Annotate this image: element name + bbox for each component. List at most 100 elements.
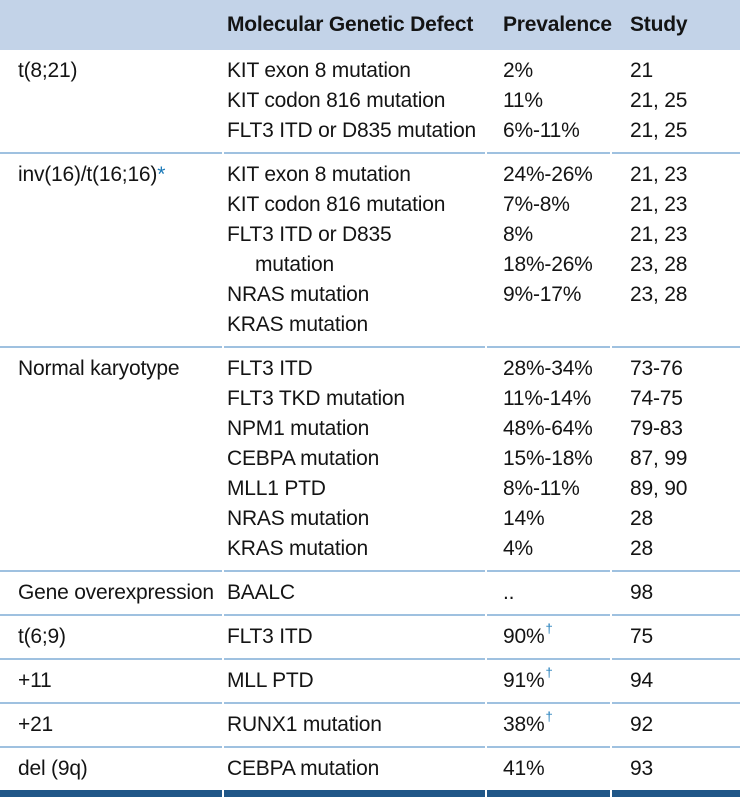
prevalence-line: 11%-14%: [503, 384, 610, 414]
prevalence-text: 41%: [503, 757, 545, 780]
karyotype-text: t(8;21): [18, 59, 78, 82]
prevalence-line: 41%: [503, 754, 610, 784]
table-section: Normal karyotype FLT3 ITD FLT3 TKD mutatio…: [0, 346, 740, 570]
defect-text: MLL1 PTD: [227, 477, 326, 500]
study-text: 28: [630, 537, 653, 560]
prevalence-line: 90%†: [503, 622, 610, 652]
table-section: +11 MLL PTD 91%† 94: [0, 658, 740, 702]
study-text: 98: [630, 581, 653, 604]
study-line: [630, 310, 740, 340]
defect-line: KIT exon 8 mutation: [227, 56, 485, 86]
study-line: 93: [630, 754, 740, 784]
defect-line: NPM1 mutation: [227, 414, 485, 444]
study-text: 21, 23: [630, 163, 688, 186]
study-cell: 92: [612, 702, 740, 746]
prevalence-text: 6%-11%: [503, 119, 580, 142]
prevalence-text: 11%: [503, 89, 543, 112]
prevalence-text: 28%-34%: [503, 357, 593, 380]
table-header-row: Molecular Genetic Defect Prevalence Stud…: [0, 0, 740, 50]
table-bottom-rule: [0, 790, 740, 797]
study-line: 89, 90: [630, 474, 740, 504]
prevalence-cell: ..: [487, 570, 610, 614]
karyotype-label: inv(16)/t(16;16)*: [18, 160, 222, 190]
defect-text: FLT3 ITD: [227, 625, 313, 648]
study-cell: 93: [612, 746, 740, 790]
karyotype-label: del (9q): [18, 754, 222, 784]
prevalence-line: 24%-26%: [503, 160, 610, 190]
bottom-rule-segment: [487, 790, 610, 797]
prevalence-cell: 2% 11% 6%-11%: [487, 50, 610, 152]
defect-text: NRAS mutation: [227, 283, 370, 306]
defect-line: BAALC: [227, 578, 485, 608]
prevalence-cell: 90%†: [487, 614, 610, 658]
karyotype-text: inv(16)/t(16;16): [18, 163, 158, 186]
karyotype-cell: +21: [0, 702, 222, 746]
study-text: 28: [630, 507, 653, 530]
study-line: 94: [630, 666, 740, 696]
defect-line: FLT3 ITD or D835: [227, 220, 485, 250]
footnote-dagger: †: [545, 665, 553, 681]
defect-line: KRAS mutation: [227, 534, 485, 564]
table-section: t(6;9) FLT3 ITD 90%† 75: [0, 614, 740, 658]
karyotype-cell: inv(16)/t(16;16)*: [0, 152, 222, 346]
prevalence-text: 91%: [503, 669, 545, 692]
study-cell: 75: [612, 614, 740, 658]
study-text: 87, 99: [630, 447, 688, 470]
study-text: 21, 25: [630, 119, 688, 142]
defect-line: NRAS mutation: [227, 504, 485, 534]
karyotype-text: t(6;9): [18, 625, 66, 648]
defect-cell: KIT exon 8 mutation KIT codon 816 mutatio…: [224, 152, 485, 346]
study-line: 74-75: [630, 384, 740, 414]
defect-text: KRAS mutation: [227, 313, 368, 336]
prevalence-line: 28%-34%: [503, 354, 610, 384]
bottom-rule-segment: [612, 790, 740, 797]
prevalence-text: 38%: [503, 713, 545, 736]
prevalence-line: 2%: [503, 56, 610, 86]
defect-text: KRAS mutation: [227, 537, 368, 560]
prevalence-text: 48%-64%: [503, 417, 593, 440]
prevalence-cell: 41%: [487, 746, 610, 790]
defect-text: FLT3 ITD: [227, 357, 313, 380]
prevalence-line: 9%-17%: [503, 280, 610, 310]
prevalence-cell: 28%-34% 11%-14% 48%-64% 15%-18% 8%-11% 14% 4%: [487, 346, 610, 570]
defect-text: KIT codon 816 mutation: [227, 193, 446, 216]
header-study: Study: [630, 13, 688, 36]
defect-cell: RUNX1 mutation: [224, 702, 485, 746]
header-molecular-genetic-defect: Molecular Genetic Defect: [227, 13, 474, 36]
defect-line: MLL PTD: [227, 666, 485, 696]
prevalence-cell: 91%†: [487, 658, 610, 702]
defect-text: mutation: [255, 253, 334, 276]
defect-text: FLT3 ITD or D835 mutation: [227, 119, 477, 142]
prevalence-text: [503, 313, 509, 336]
defect-text: RUNX1 mutation: [227, 713, 382, 736]
study-cell: 73-76 74-75 79-83 87, 99 89, 90 28 28: [612, 346, 740, 570]
prevalence-line: [503, 310, 610, 340]
prevalence-line: 8%-11%: [503, 474, 610, 504]
defect-text: BAALC: [227, 581, 295, 604]
study-line: 23, 28: [630, 280, 740, 310]
study-cell: 21, 23 21, 23 21, 23 23, 28 23, 28: [612, 152, 740, 346]
prevalence-text: 15%-18%: [503, 447, 593, 470]
study-line: 98: [630, 578, 740, 608]
prevalence-text: 24%-26%: [503, 163, 593, 186]
prevalence-line: 4%: [503, 534, 610, 564]
prevalence-text: 4%: [503, 537, 533, 560]
defect-cell: KIT exon 8 mutation KIT codon 816 mutatio…: [224, 50, 485, 152]
karyotype-text: +21: [18, 713, 54, 736]
prevalence-text: 18%-26%: [503, 253, 593, 276]
defect-line: FLT3 ITD or D835 mutation: [227, 116, 485, 146]
karyotype-label: t(8;21): [18, 56, 222, 86]
study-text: 23, 28: [630, 253, 688, 276]
karyotype-cell: Normal karyotype: [0, 346, 222, 570]
study-line: 21, 25: [630, 116, 740, 146]
table-section: t(8;21) KIT exon 8 mutation KIT codon 816 …: [0, 50, 740, 152]
defect-line: KIT exon 8 mutation: [227, 160, 485, 190]
prevalence-line: 48%-64%: [503, 414, 610, 444]
study-text: 93: [630, 757, 653, 780]
prevalence-text: 8%: [503, 223, 533, 246]
karyotype-text: Normal karyotype: [18, 357, 180, 380]
study-text: 21, 25: [630, 89, 688, 112]
defect-line: NRAS mutation: [227, 280, 485, 310]
table-section: inv(16)/t(16;16)* KIT exon 8 mutation KIT …: [0, 152, 740, 346]
